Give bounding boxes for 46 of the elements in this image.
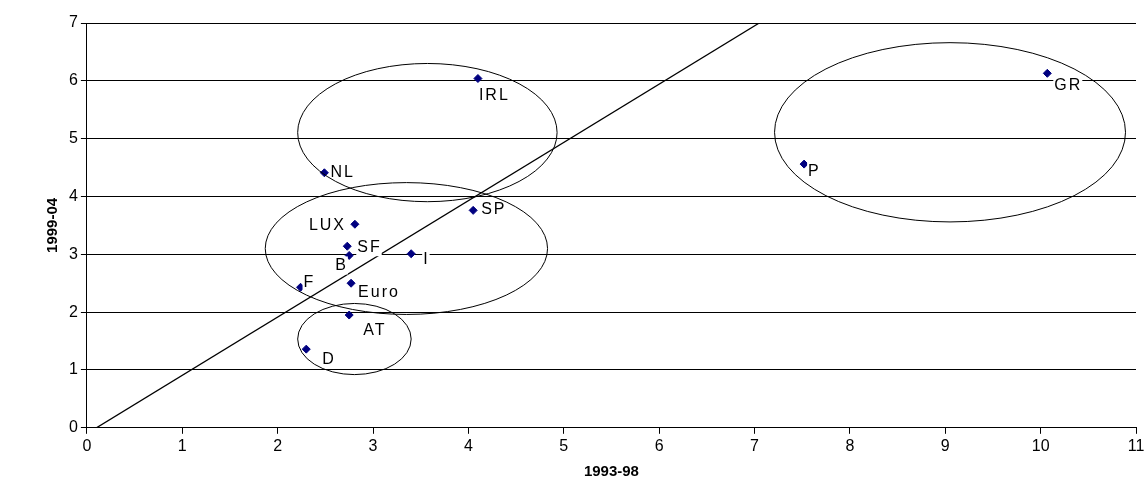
y-tick-label: 4 (68, 186, 78, 204)
annotation: F (303, 272, 316, 290)
y-tick-label: 7 (68, 13, 78, 31)
x-tick-label: 2 (273, 436, 283, 454)
annotation: NL (330, 163, 355, 181)
annotation: IRL (478, 85, 510, 103)
annotation: B (335, 255, 348, 273)
point (344, 310, 354, 320)
annotation: AT (363, 321, 387, 339)
x-tick-label: 10 (1031, 436, 1050, 454)
point (468, 205, 478, 215)
point (344, 250, 354, 260)
annotation: P (808, 161, 821, 179)
x-tick-label: 9 (940, 436, 950, 454)
point (301, 344, 311, 354)
point (406, 249, 416, 259)
x-tick-label: 3 (368, 436, 378, 454)
annotation: LUX (308, 215, 347, 233)
point (1042, 68, 1052, 78)
x-tick-label: 4 (463, 436, 473, 454)
x-tick-label: 1 (177, 436, 187, 454)
y-tick-label: 3 (68, 244, 78, 262)
annotation: I (423, 250, 430, 268)
point (346, 278, 356, 288)
annotation: Euro (358, 282, 400, 300)
x-axis-title: 1993-98 (583, 462, 639, 480)
annotation: SF (357, 237, 382, 255)
y-tick-label: 6 (68, 71, 78, 89)
annotation: SP (481, 199, 507, 217)
point (473, 74, 483, 84)
x-tick-label: 0 (82, 436, 92, 454)
point (350, 219, 360, 229)
annotation: D (322, 349, 336, 367)
x-tick-label: 5 (559, 436, 569, 454)
point (799, 159, 809, 169)
point (342, 241, 352, 251)
annotation: GR (1054, 75, 1083, 93)
y-axis-title: 1999-04 (43, 197, 61, 253)
y-tick-label: 1 (68, 360, 78, 378)
x-tick-label: 6 (654, 436, 664, 454)
x-tick-label: 7 (750, 436, 760, 454)
x-tick-label: 11 (1127, 436, 1145, 454)
y-tick-label: 5 (68, 129, 78, 147)
x-tick-label: 8 (845, 436, 855, 454)
y-tick-label: 2 (68, 302, 78, 320)
y-tick-label: 0 (68, 418, 78, 436)
